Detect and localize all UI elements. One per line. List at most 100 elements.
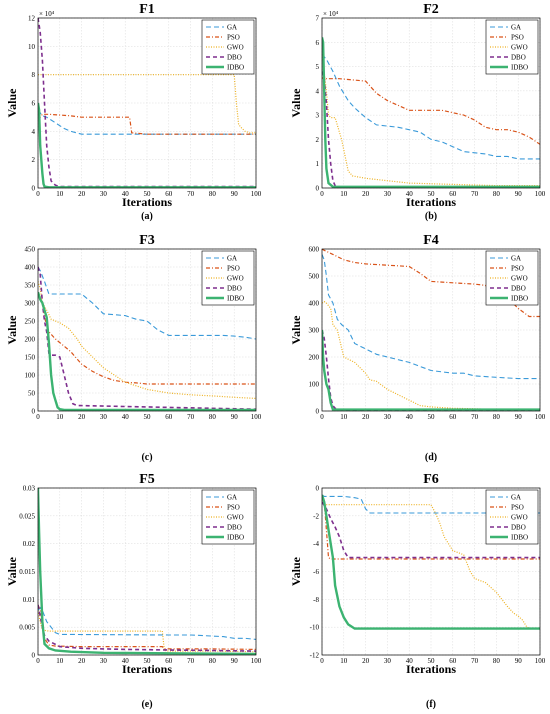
x-axis-label: Iterations (122, 662, 172, 676)
legend: GA PSO GWO DBO IDBO (485, 489, 539, 545)
y-tick-label: 0.02 (23, 540, 36, 548)
legend-label-gwo: GWO (511, 44, 528, 52)
y-tick-label: 10 (28, 43, 36, 51)
chart-panel-f4: 0 10 20 30 40 50 60 70 80 90 100 0 100 200 300 400 500 60… (289, 233, 546, 463)
series-line-gwo (38, 610, 256, 653)
y-tick-label: 0 (316, 408, 320, 416)
chart-title: F1 (139, 2, 155, 17)
series-line-pso (322, 75, 540, 145)
y-tick-label: 350 (25, 282, 36, 290)
legend-label-ga: GA (511, 255, 521, 263)
legend-label-dbo: DBO (227, 54, 242, 62)
x-axis-label: Iterations (406, 195, 456, 209)
x-tick-label: 60 (449, 413, 457, 421)
legend-box (201, 250, 255, 306)
x-tick-label: 0 (36, 657, 40, 665)
x-tick-label: 50 (144, 413, 152, 421)
x-axis-label: Iterations (406, 662, 456, 676)
x-tick-label: 20 (78, 657, 86, 665)
legend-label-pso: PSO (227, 34, 240, 42)
sub-caption: (e) (141, 699, 152, 710)
x-tick-label: 80 (493, 413, 501, 421)
x-tick-label: 80 (493, 190, 501, 198)
x-tick-label: 20 (362, 657, 370, 665)
y-tick-label: 1 (316, 160, 320, 168)
y-tick-label: 0.025 (19, 512, 35, 520)
legend-label-pso: PSO (511, 504, 524, 512)
legend: GA PSO GWO DBO IDBO (485, 250, 539, 306)
x-tick-label: 0 (36, 190, 40, 198)
x-tick-label: 50 (428, 657, 436, 665)
legend-label-dbo: DBO (227, 524, 242, 532)
legend-label-dbo: DBO (511, 285, 526, 293)
x-tick-label: 0 (36, 413, 40, 421)
x-tick-label: 60 (165, 657, 173, 665)
sub-caption: (c) (141, 452, 152, 463)
y-tick-label: 3 (316, 112, 320, 120)
x-tick-label: 100 (535, 657, 546, 665)
y-tick-label: 400 (25, 264, 36, 272)
series-line-pso (38, 113, 256, 135)
legend-label-pso: PSO (227, 265, 240, 273)
y-tick-label: 450 (25, 246, 36, 254)
x-tick-label: 70 (187, 190, 195, 198)
y-tick-label: 0 (32, 652, 36, 660)
y-tick-label: 250 (25, 318, 36, 326)
y-tick-label: -12 (310, 652, 320, 660)
x-tick-label: 100 (251, 657, 262, 665)
series-group (322, 37, 540, 188)
x-tick-label: 90 (515, 657, 523, 665)
legend: GA PSO GWO DBO IDBO (485, 19, 539, 75)
y-tick-label: 12 (28, 15, 36, 23)
legend-label-pso: PSO (511, 34, 524, 42)
y-tick-label: 6 (32, 100, 36, 108)
legend-label-idbo: IDBO (511, 534, 528, 542)
chart-panel-f6: 0 10 20 30 40 50 60 70 80 90 100 -12 -10 -8 -6 -4 -2 0 F6 V… (289, 472, 546, 710)
y-tick-label: 4 (32, 128, 36, 136)
x-tick-label: 70 (187, 657, 195, 665)
chart-panel-f2: 0 10 20 30 40 50 60 70 80 90 100 0 1 2 3 4 5 6 7 F2 × 10⁴ Val… (289, 2, 546, 222)
y-tick-label: -4 (313, 540, 319, 548)
series-line-idbo (38, 291, 256, 411)
x-tick-label: 80 (209, 657, 217, 665)
x-tick-label: 40 (406, 657, 414, 665)
y-tick-label: 0.03 (23, 485, 36, 493)
x-tick-label: 10 (340, 190, 348, 198)
x-tick-label: 100 (535, 190, 546, 198)
plot-frame (321, 487, 541, 656)
x-tick-label: 50 (144, 190, 152, 198)
series-line-idbo (322, 494, 540, 630)
y-tick-label: 0 (32, 185, 36, 193)
x-tick-label: 70 (471, 657, 479, 665)
x-tick-label: 90 (231, 190, 239, 198)
y-tick-label: 600 (309, 246, 320, 254)
series-group (322, 494, 540, 630)
y-tick-label: 200 (25, 336, 36, 344)
plot-frame (321, 17, 541, 189)
x-tick-label: 100 (535, 413, 546, 421)
legend-label-ga: GA (227, 24, 237, 32)
x-tick-label: 90 (231, 657, 239, 665)
y-axis-label: Value (289, 315, 303, 345)
y-tick-label: 200 (309, 354, 320, 362)
x-tick-label: 30 (100, 413, 108, 421)
x-tick-label: 30 (100, 190, 108, 198)
chart-title: F4 (423, 233, 439, 248)
plot-frame (37, 248, 257, 412)
legend: GA PSO GWO DBO IDBO (201, 489, 255, 545)
sub-caption: (b) (425, 211, 437, 222)
legend-label-idbo: IDBO (227, 295, 244, 303)
x-tick-label: 10 (340, 657, 348, 665)
x-tick-label: 20 (78, 413, 86, 421)
x-tick-label: 70 (471, 190, 479, 198)
legend-box (201, 489, 255, 545)
x-tick-label: 10 (56, 413, 64, 421)
x-tick-label: 90 (515, 190, 523, 198)
chart-panel-f3: 0 10 20 30 40 50 60 70 80 90 100 0 50 100 150 200 250 300… (5, 233, 262, 463)
x-tick-label: 60 (449, 657, 457, 665)
sub-caption: (f) (426, 699, 436, 710)
y-tick-label: 4 (316, 87, 320, 95)
legend-box (201, 19, 255, 75)
x-tick-label: 20 (78, 190, 86, 198)
